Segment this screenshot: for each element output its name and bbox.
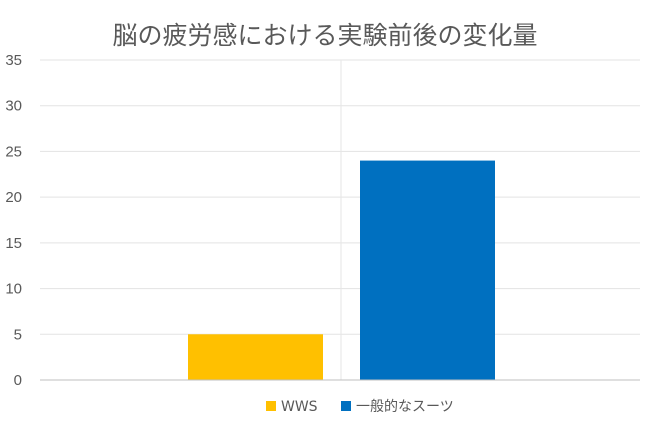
y-tick-label: 30 — [5, 98, 22, 115]
y-tick-label: 35 — [5, 52, 22, 69]
legend-swatch — [341, 401, 351, 411]
legend-label: WWS — [281, 399, 318, 415]
y-tick-label: 25 — [5, 143, 22, 160]
y-axis: 0 5 10 15 20 25 30 35 — [5, 52, 22, 389]
legend-swatch — [266, 401, 276, 411]
y-tick-label: 0 — [14, 372, 22, 389]
y-tick-label: 20 — [5, 189, 22, 206]
legend-label: 一般的なスーツ — [356, 399, 454, 415]
chart-title: 脳の疲労感における実験前後の変化量 — [112, 21, 537, 50]
bar-wws — [188, 334, 323, 380]
bar-regular-suit — [360, 160, 495, 380]
y-tick-label: 10 — [5, 281, 22, 298]
legend: WWS 一般的なスーツ — [266, 399, 454, 415]
y-tick-label: 5 — [14, 326, 22, 343]
y-tick-label: 15 — [5, 235, 22, 252]
gridlines — [40, 59, 640, 335]
bars — [188, 160, 495, 380]
